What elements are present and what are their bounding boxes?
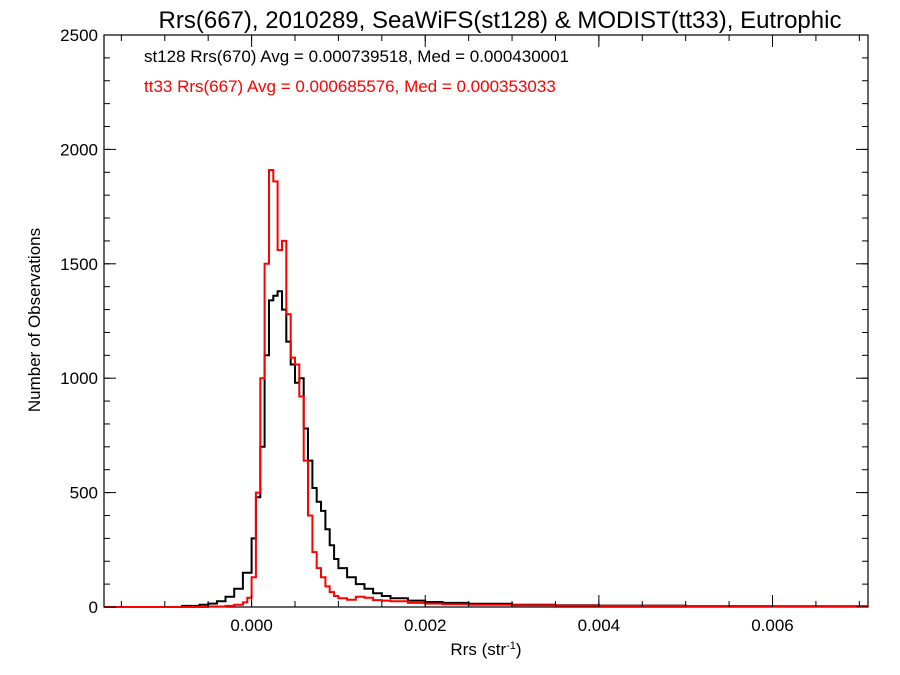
- annotation-st128-stats: st128 Rrs(670) Avg = 0.000739518, Med = …: [144, 47, 569, 66]
- y-tick-label: 1500: [60, 255, 98, 274]
- x-tick-label: 0.006: [751, 616, 794, 635]
- series-st128-line: [104, 290, 869, 608]
- plot-area: [103, 34, 869, 608]
- axis-ticks: 0.000 0.002 0.004 0.006 0 500 1000 1500 2000 2500: [60, 26, 868, 635]
- annotation-tt33-stats: tt33 Rrs(667) Avg = 0.000685576, Med = 0…: [144, 77, 556, 96]
- series-tt33-line: [104, 169, 869, 608]
- chart-title: Rrs(667), 2010289, SeaWiFS(st128) & MODI…: [159, 7, 842, 34]
- x-tick-label: 0.002: [404, 616, 447, 635]
- y-tick-label: 1000: [60, 369, 98, 388]
- x-axis-label: Rrs (str-1): [450, 640, 521, 659]
- y-tick-label: 0: [89, 598, 98, 617]
- series-layer: [104, 169, 869, 608]
- x-tick-label: 0.000: [230, 616, 273, 635]
- y-axis-label: Number of Observations: [25, 228, 44, 412]
- x-tick-label: 0.004: [578, 616, 621, 635]
- y-tick-label: 2500: [60, 26, 98, 45]
- y-tick-label: 500: [70, 484, 98, 503]
- y-tick-label: 2000: [60, 140, 98, 159]
- plot-frame: [103, 34, 869, 608]
